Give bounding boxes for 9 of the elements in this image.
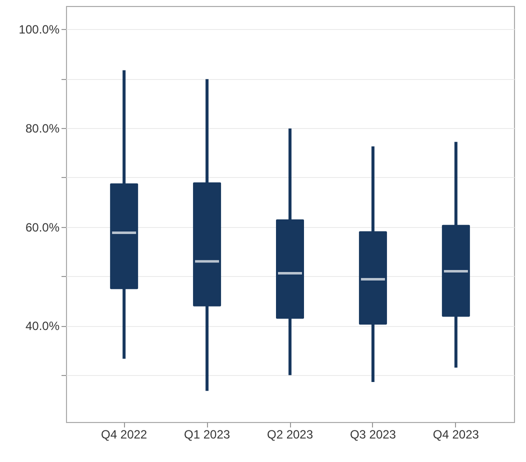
- x-tick-label: Q2 2023: [266, 428, 314, 442]
- x-tick-label: Q1 2023: [184, 428, 230, 442]
- y-tick-label: 80.0%: [25, 122, 60, 136]
- y-tick-label: 60.0%: [25, 220, 60, 234]
- x-tick-label: Q3 2023: [350, 428, 396, 442]
- y-tick-label: 100.0%: [18, 22, 60, 37]
- y-tick-label: 40.0%: [25, 319, 60, 334]
- x-tick-label: Q4 2023: [432, 428, 480, 442]
- x-tick-label: Q4 2022: [101, 428, 148, 442]
